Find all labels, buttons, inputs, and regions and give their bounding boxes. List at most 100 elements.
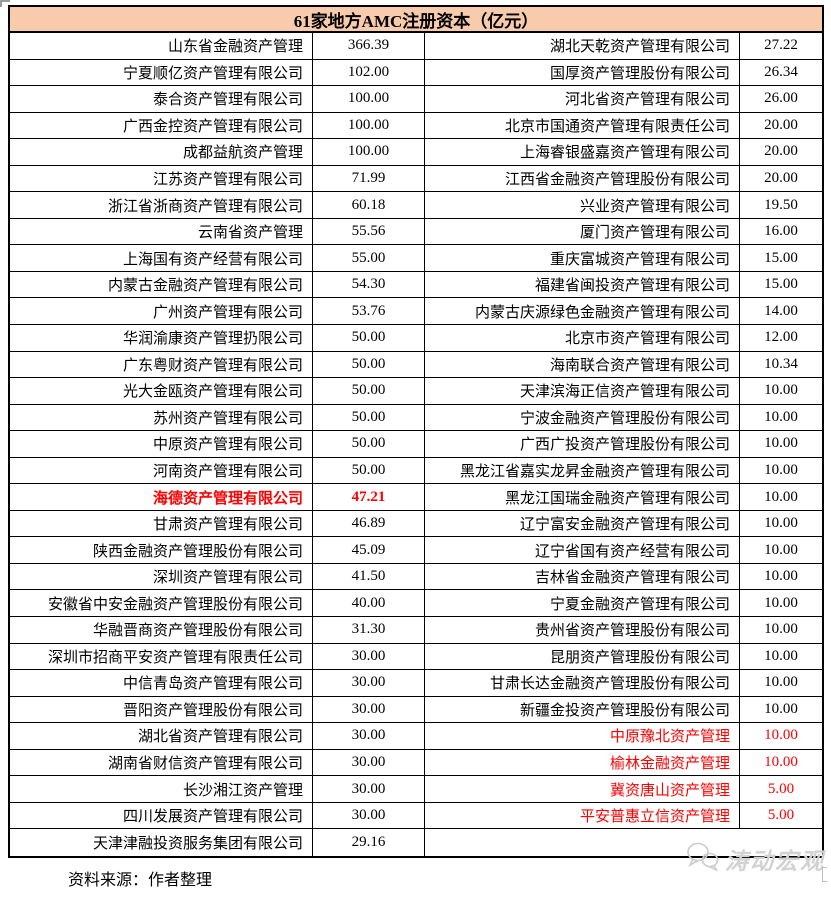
company-name-cell: 深圳资产管理有限公司 <box>10 563 313 590</box>
company-name-cell: 海南联合资产管理有限公司 <box>425 351 740 378</box>
table-row: 海德资产管理有限公司 47.21 黑龙江国瑞金融资产管理有限公司 10.00 <box>10 484 822 511</box>
capital-value-cell: 10.00 <box>764 621 798 638</box>
company-name-cell: 新疆金投资产管理股份有限公司 <box>425 696 740 723</box>
company-name-cell: 江西省金融资产管理股份有限公司 <box>425 165 740 192</box>
table-row: 四川发展资产管理有限公司 30.00 平安普惠立信资产管理 5.00 <box>10 802 822 830</box>
capital-value-cell: 5.00 <box>767 780 795 797</box>
company-name-cell: 中原豫北资产管理 <box>425 723 740 749</box>
company-name-cell: 昆朋资产管理股份有限公司 <box>425 643 740 670</box>
table-row: 中信青岛资产管理有限公司 30.00 甘肃长达金融资产管理股份有限公司 10.00 <box>10 670 822 697</box>
table-row: 深圳市招商平安资产管理有限责任公司 30.00 昆朋资产管理股份有限公司 10.00 <box>10 643 822 671</box>
company-name-cell: 湖北省资产管理有限公司 <box>10 723 313 749</box>
company-name-cell: 重庆富城资产管理有限公司 <box>425 245 740 271</box>
capital-value-cell: 53.76 <box>313 298 425 325</box>
table-row: 内蒙古金融资产管理有限公司 54.30 福建省闽投资产管理有限公司 15.00 <box>10 271 822 299</box>
capital-value-cell: 45.09 <box>313 537 425 563</box>
capital-value-cell: 30.00 <box>313 749 425 776</box>
company-name-cell: 上海睿银盛嘉资产管理有限公司 <box>425 139 740 165</box>
company-name-cell: 贵州省资产管理股份有限公司 <box>425 617 740 643</box>
company-name-cell: 浙江省浙商资产管理有限公司 <box>10 192 313 218</box>
company-name-cell: 云南省资产管理 <box>10 218 313 245</box>
company-name-cell: 厦门资产管理有限公司 <box>425 218 740 245</box>
capital-value-cell: 30.00 <box>313 643 425 670</box>
capital-value-cell: 10.00 <box>764 568 798 585</box>
capital-value-cell: 100.00 <box>313 139 425 165</box>
capital-value-cell: 100.00 <box>313 112 425 139</box>
capital-value-cell: 16.00 <box>764 223 798 240</box>
capital-value-cell: 10.00 <box>764 594 798 611</box>
company-name-cell: 泰合资产管理有限公司 <box>10 86 313 112</box>
company-name-cell: 宁波金融资产管理股份有限公司 <box>425 404 740 431</box>
capital-value-cell: 50.00 <box>313 457 425 484</box>
company-name-cell: 北京市国通资产管理有限责任公司 <box>425 112 740 139</box>
capital-value-cell: 41.50 <box>313 563 425 590</box>
capital-value-cell: 10.00 <box>764 488 798 505</box>
company-name-cell: 宁夏顺亿资产管理有限公司 <box>10 59 313 86</box>
company-name-cell: 河北省资产管理有限公司 <box>425 86 740 112</box>
company-name-cell: 吉林省金融资产管理有限公司 <box>425 563 740 590</box>
wechat-bubbles-icon <box>685 841 721 876</box>
company-name-cell: 中信青岛资产管理有限公司 <box>10 670 313 696</box>
capital-value-cell: 102.00 <box>313 59 425 86</box>
capital-value-cell: 10.00 <box>764 541 798 558</box>
capital-value-cell: 55.00 <box>313 245 425 271</box>
capital-value-cell: 12.00 <box>764 329 798 346</box>
table-row: 光大金瓯资产管理有限公司 50.00 天津滨海正信资产管理有限公司 10.00 <box>10 378 822 405</box>
capital-value-cell: 10.34 <box>764 355 798 372</box>
company-name-cell: 深圳市招商平安资产管理有限责任公司 <box>10 643 313 670</box>
company-name-cell: 天津滨海正信资产管理有限公司 <box>425 378 740 404</box>
table-body: 山东省金融资产管理 366.39 湖北天乾资产管理有限公司 27.22 宁夏顺亿资产管理… <box>10 33 822 856</box>
company-name-cell: 黑龙江国瑞金融资产管理有限公司 <box>425 484 740 510</box>
company-name-cell: 苏州资产管理有限公司 <box>10 404 313 431</box>
capital-value-cell: 31.30 <box>313 617 425 643</box>
company-name-cell: 晋阳资产管理股份有限公司 <box>10 696 313 723</box>
company-name-cell: 北京市资产管理有限公司 <box>425 325 740 351</box>
capital-value-cell: 55.56 <box>313 218 425 245</box>
capital-value-cell: 100.00 <box>313 86 425 112</box>
capital-value-cell: 46.89 <box>313 510 425 537</box>
table-row: 广东粤财资产管理有限公司 50.00 海南联合资产管理有限公司 10.34 <box>10 351 822 379</box>
amc-capital-table: 61家地方AMC注册资本（亿元） 山东省金融资产管理 366.39 湖北天乾资产管理… <box>8 5 824 858</box>
table-row: 华融晋商资产管理股份有限公司 31.30 贵州省资产管理股份有限公司 10.00 <box>10 617 822 644</box>
company-name-cell: 黑龙江省嘉实龙昇金融资产管理有限公司 <box>425 457 740 484</box>
table-row: 安徽省中安金融资产管理股份有限公司 40.00 宁夏金融资产管理有限公司 10.00 <box>10 590 822 618</box>
capital-value-cell: 27.22 <box>764 37 798 54</box>
table-row: 广州资产管理有限公司 53.76 内蒙古庆源绿色金融资产管理有限公司 14.00 <box>10 298 822 326</box>
capital-value-cell: 10.00 <box>764 727 798 744</box>
table-row: 深圳资产管理有限公司 41.50 吉林省金融资产管理有限公司 10.00 <box>10 563 822 591</box>
capital-value-cell: 10.00 <box>764 435 798 452</box>
company-name-cell: 福建省闽投资产管理有限公司 <box>425 271 740 298</box>
company-name-cell: 华融晋商资产管理股份有限公司 <box>10 617 313 643</box>
company-name-cell: 江苏资产管理有限公司 <box>10 165 313 192</box>
company-name-cell: 山东省金融资产管理 <box>10 33 313 59</box>
table-row: 苏州资产管理有限公司 50.00 宁波金融资产管理股份有限公司 10.00 <box>10 404 822 432</box>
capital-value-cell: 10.00 <box>764 674 798 691</box>
company-name-cell: 平安普惠立信资产管理 <box>425 802 740 829</box>
watermark-text: 涛动宏观 <box>725 848 825 874</box>
capital-value-cell: 50.00 <box>313 325 425 351</box>
capital-value-cell: 10.00 <box>764 515 798 532</box>
company-name-cell: 华润渝康资产管理扔限公司 <box>10 325 313 351</box>
table-row: 宁夏顺亿资产管理有限公司 102.00 国厚资产管理股份有限公司 26.34 <box>10 59 822 87</box>
table-row: 江苏资产管理有限公司 71.99 江西省金融资产管理股份有限公司 20.00 <box>10 165 822 193</box>
company-name-cell: 广东粤财资产管理有限公司 <box>10 351 313 378</box>
table-row: 长沙湘江资产管理 30.00 冀资唐山资产管理 5.00 <box>10 776 822 803</box>
capital-value-cell: 15.00 <box>764 276 798 293</box>
capital-value-cell: 5.00 <box>767 807 795 824</box>
table-row: 天津津融投资服务集团有限公司 29.16 <box>10 829 822 856</box>
company-name-cell: 中原资产管理有限公司 <box>10 431 313 457</box>
company-name-cell: 兴业资产管理有限公司 <box>425 192 740 218</box>
capital-value-cell: 14.00 <box>764 302 798 319</box>
company-name-cell: 长沙湘江资产管理 <box>10 776 313 802</box>
capital-value-cell: 30.00 <box>313 670 425 696</box>
company-name-cell: 湖北天乾资产管理有限公司 <box>425 33 740 59</box>
company-name-cell: 甘肃长达金融资产管理股份有限公司 <box>425 670 740 696</box>
capital-value-cell: 26.34 <box>764 63 798 80</box>
table-row: 云南省资产管理 55.56 厦门资产管理有限公司 16.00 <box>10 218 822 246</box>
table-row: 湖南省财信资产管理有限公司 30.00 榆林金融资产管理 10.00 <box>10 749 822 777</box>
table-title: 61家地方AMC注册资本（亿元） <box>10 7 822 33</box>
company-name-cell: 榆林金融资产管理 <box>425 749 740 776</box>
company-name-cell: 辽宁省国有资产经营有限公司 <box>425 537 740 563</box>
company-name-cell: 上海国有资产经营有限公司 <box>10 245 313 271</box>
table-row: 河南资产管理有限公司 50.00 黑龙江省嘉实龙昇金融资产管理有限公司 10.00 <box>10 457 822 485</box>
